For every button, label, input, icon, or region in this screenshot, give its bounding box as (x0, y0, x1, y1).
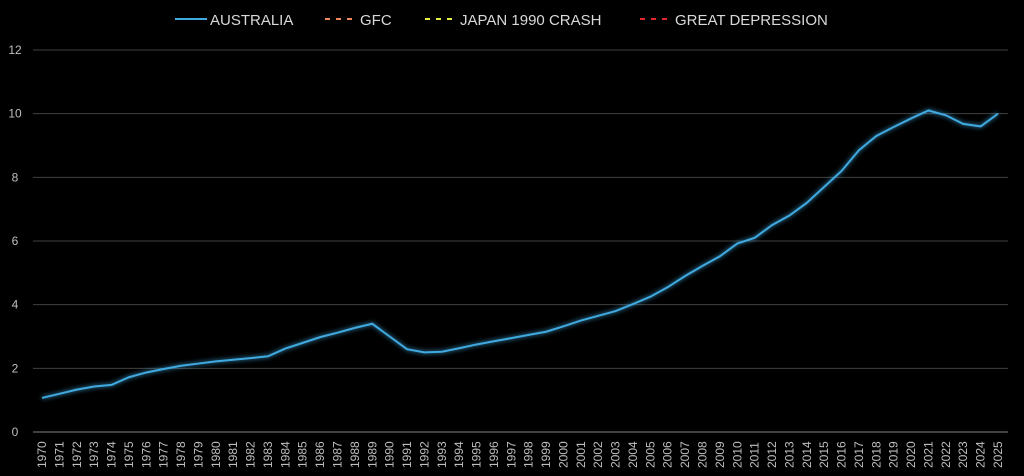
series-group (33, 109, 1008, 399)
x-tick-label: 2003 (609, 441, 623, 468)
x-tick-label: 2007 (678, 441, 692, 468)
x-tick-label: 1982 (244, 441, 258, 468)
y-tick-label: 2 (12, 361, 19, 375)
x-tick-label: 2005 (643, 441, 657, 468)
x-tick-label: 1988 (348, 441, 362, 468)
x-tick-label: 2000 (556, 441, 570, 468)
x-tick-label: 1978 (174, 441, 188, 468)
x-tick-label: 1977 (157, 441, 171, 468)
series-line (41, 109, 999, 399)
y-axis: 0 2 4 6 8 10 12 (8, 43, 22, 439)
legend-label: JAPAN 1990 CRASH (460, 12, 601, 29)
legend: AUSTRALIA GFC JAPAN 1990 CRASH GREAT DEPRES… (175, 12, 828, 29)
x-tick-label: 1980 (209, 441, 223, 468)
x-tick-label: 2006 (661, 441, 675, 468)
y-tick-label: 10 (8, 107, 22, 121)
x-tick-label: 1973 (87, 441, 101, 468)
y-tick-label: 4 (12, 298, 19, 312)
x-tick-label: 1970 (35, 441, 49, 468)
y-tick-label: 6 (12, 234, 19, 248)
x-tick-label: 1972 (70, 441, 84, 468)
x-axis: 1970 1971 1972 1973 1974 1975 1976 1977 1978 1979… (35, 441, 1005, 468)
x-tick-label: 1994 (452, 441, 466, 468)
x-tick-label: 2002 (591, 441, 605, 468)
x-tick-label: 2025 (991, 441, 1005, 468)
x-tick-label: 1986 (313, 441, 327, 468)
x-tick-label: 1981 (226, 441, 240, 468)
x-tick-label: 1984 (278, 441, 292, 468)
legend-label: GREAT DEPRESSION (675, 12, 828, 29)
x-tick-label: 1989 (365, 441, 379, 468)
legend-label: AUSTRALIA (210, 12, 293, 29)
x-tick-label: 1997 (504, 441, 518, 468)
grid (33, 49, 1008, 433)
x-tick-label: 2022 (939, 441, 953, 468)
x-tick-label: 2001 (574, 441, 588, 468)
x-tick-label: 2017 (852, 441, 866, 468)
y-tick-label: 12 (8, 43, 22, 57)
y-tick-label: 8 (12, 170, 19, 184)
y-tick-label: 0 (12, 425, 19, 439)
x-tick-label: 2018 (869, 441, 883, 468)
x-tick-label: 2010 (730, 441, 744, 468)
x-tick-label: 1990 (383, 441, 397, 468)
x-tick-label: 1987 (330, 441, 344, 468)
x-tick-label: 2023 (956, 441, 970, 468)
x-tick-label: 2009 (713, 441, 727, 468)
x-tick-label: 1976 (139, 441, 153, 468)
x-tick-label: 1992 (417, 441, 431, 468)
x-tick-label: 2016 (835, 441, 849, 468)
x-tick-label: 1996 (487, 441, 501, 468)
x-tick-label: 2024 (974, 441, 988, 468)
x-tick-label: 2004 (626, 441, 640, 468)
x-tick-label: 1971 (52, 441, 66, 468)
x-tick-label: 1979 (191, 441, 205, 468)
x-tick-label: 2015 (817, 441, 831, 468)
x-tick-label: 1999 (539, 441, 553, 468)
x-tick-label: 1975 (122, 441, 136, 468)
x-tick-label: 2014 (800, 441, 814, 468)
x-tick-label: 2021 (921, 441, 935, 468)
x-tick-label: 2013 (782, 441, 796, 468)
x-tick-label: 2020 (904, 441, 918, 468)
x-tick-label: 1998 (522, 441, 536, 468)
x-tick-label: 2019 (887, 441, 901, 468)
x-tick-label: 1995 (470, 441, 484, 468)
x-tick-label: 2008 (696, 441, 710, 468)
x-tick-label: 1993 (435, 441, 449, 468)
x-tick-label: 1974 (105, 441, 119, 468)
x-tick-label: 1985 (296, 441, 310, 468)
x-tick-label: 1991 (400, 441, 414, 468)
legend-label: GFC (360, 12, 392, 29)
x-tick-label: 2011 (748, 442, 762, 468)
x-tick-label: 1983 (261, 441, 275, 468)
x-tick-label: 2012 (765, 441, 779, 468)
